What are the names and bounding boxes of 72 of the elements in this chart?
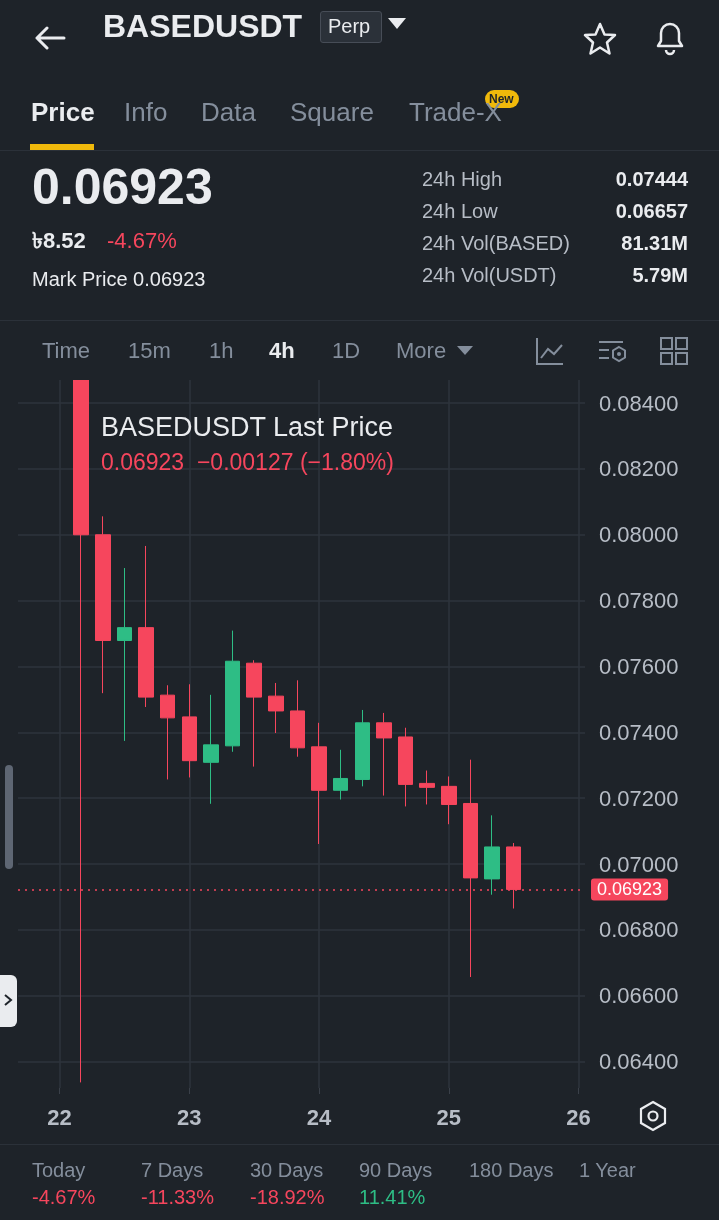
x-tick-label: 26: [566, 1104, 591, 1130]
text: -4.67%: [32, 1185, 96, 1209]
text: 1h: [209, 337, 234, 365]
text: Data: [201, 97, 256, 129]
candlestick: [355, 709, 370, 787]
candlestick: [333, 749, 348, 801]
x-tick-label: 24: [306, 1104, 333, 1130]
candlestick: [95, 515, 111, 694]
x-tick-label: 22: [47, 1104, 72, 1130]
text: 5.79M: [632, 263, 688, 287]
text: 30 Days: [250, 1158, 324, 1182]
text: ৳8.52: [32, 227, 86, 255]
candlestick: [311, 722, 327, 845]
candlestick: [419, 770, 435, 805]
candlestick: [463, 759, 478, 978]
text: Price: [31, 97, 95, 129]
y-tick-label: 0.06400: [599, 1049, 679, 1075]
candlestick: [246, 659, 262, 768]
candlestick: [441, 775, 457, 825]
candlestick: [484, 814, 500, 896]
text: Info: [124, 97, 168, 129]
candlestick: [290, 679, 305, 758]
candlestick: [182, 683, 197, 778]
text: Square: [290, 97, 374, 129]
text: Perp: [328, 14, 371, 38]
text: -18.92%: [250, 1185, 325, 1209]
text: 0.06923: [32, 158, 213, 217]
text: -4.67%: [107, 227, 177, 255]
y-tick-label: 0.07600: [599, 653, 679, 679]
y-tick-label: 0.06600: [599, 983, 679, 1009]
candlestick: [160, 684, 175, 780]
y-tick-label: 0.07200: [599, 785, 679, 811]
ref-line-label: 0.06923: [597, 879, 663, 900]
text: 0.06657: [615, 199, 688, 223]
x-tick-label: 25: [436, 1104, 462, 1130]
text: 7 Days: [141, 1158, 204, 1182]
text: 24h Vol(USDT): [422, 263, 557, 287]
candlestick: [225, 630, 240, 753]
text: More: [396, 337, 447, 365]
text: 180 Days: [469, 1158, 554, 1182]
y-tick-label: 0.08000: [599, 522, 679, 548]
text: 0.06923 −0.00127 (−1.80%): [101, 448, 394, 475]
y-tick-label: 0.07400: [599, 719, 679, 745]
candlestick: [376, 712, 392, 797]
text: Time: [42, 337, 91, 365]
text: 90 Days: [359, 1158, 433, 1182]
text: BASEDUSDT: [103, 6, 303, 46]
text: 24h High: [422, 167, 503, 191]
y-tick-label: 0.06800: [599, 917, 679, 943]
text: 24h Low: [422, 199, 498, 223]
text: 81.31M: [621, 231, 688, 255]
text: 0.07444: [615, 167, 688, 191]
candlestick: [138, 545, 154, 708]
text: 4h: [269, 337, 295, 365]
text: 15m: [128, 337, 171, 365]
candlestick: [268, 682, 284, 734]
text: 24h Vol(BASED): [422, 231, 570, 255]
text: Mark Price 0.06923: [32, 267, 206, 291]
y-tick-label: 0.08200: [599, 456, 679, 482]
y-tick-label: 0.08400: [599, 390, 679, 416]
text: 1 Year: [579, 1158, 636, 1182]
text: 11.41%: [359, 1185, 426, 1209]
text: BASEDUSDT Last Price: [101, 411, 394, 442]
text: 1D: [332, 337, 361, 365]
x-tick-label: 23: [177, 1104, 202, 1130]
candlestick: [117, 567, 132, 742]
y-tick-label: 0.07000: [599, 851, 679, 877]
text: Today: [32, 1158, 86, 1182]
text: -11.33%: [141, 1185, 215, 1209]
y-tick-label: 0.07800: [599, 588, 679, 614]
candlestick: [398, 727, 413, 807]
candlestick: [203, 694, 219, 805]
